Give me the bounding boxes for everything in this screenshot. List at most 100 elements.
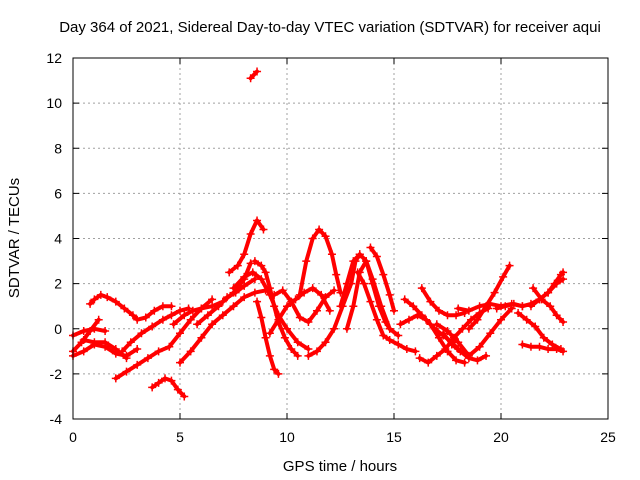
data-point	[482, 351, 491, 360]
data-point	[118, 347, 127, 356]
data-point	[559, 268, 568, 277]
data-point	[362, 257, 371, 266]
data-point	[434, 306, 443, 315]
data-point	[79, 327, 88, 336]
data-point	[186, 347, 195, 356]
data-point	[283, 324, 291, 333]
series-line	[248, 69, 259, 81]
data-point	[385, 336, 394, 345]
series-line	[272, 288, 337, 324]
data-point	[321, 338, 330, 347]
data-point	[302, 257, 311, 266]
data-point	[287, 297, 296, 306]
y-tick-label: 12	[46, 50, 62, 66]
data-point	[441, 345, 450, 354]
data-point	[257, 261, 266, 270]
series-arc-9	[169, 259, 255, 329]
data-point	[133, 345, 142, 354]
data-point	[325, 306, 334, 315]
data-point	[148, 383, 157, 392]
data-point	[270, 302, 279, 311]
y-tick-label: -4	[50, 411, 63, 427]
data-point	[550, 279, 559, 288]
data-point	[101, 327, 110, 336]
series-line	[88, 292, 174, 322]
y-tick-label: 4	[54, 231, 62, 247]
data-point	[464, 306, 473, 315]
data-point	[439, 329, 448, 338]
data-point	[342, 279, 351, 288]
data-point	[327, 250, 336, 259]
data-point	[308, 284, 317, 293]
data-point	[122, 367, 131, 376]
data-point	[197, 333, 206, 342]
data-point	[349, 302, 358, 311]
data-point	[167, 376, 176, 385]
data-point	[253, 67, 262, 76]
data-point	[188, 306, 197, 315]
data-point	[90, 324, 99, 333]
data-point	[274, 369, 283, 378]
data-point	[402, 345, 411, 354]
data-point	[265, 329, 274, 338]
data-point	[400, 295, 409, 304]
data-point	[176, 329, 184, 338]
data-point	[312, 306, 321, 315]
data-point	[349, 257, 358, 266]
data-point	[454, 338, 463, 347]
data-point	[366, 297, 375, 306]
data-point	[270, 290, 279, 299]
data-point	[522, 315, 531, 324]
data-point	[497, 315, 505, 324]
data-point	[287, 345, 296, 354]
y-axis-label: SDTVAR / TECUs	[6, 178, 23, 298]
data-point	[379, 270, 388, 279]
series-line	[344, 259, 401, 338]
data-point	[169, 320, 178, 329]
data-point	[214, 302, 223, 311]
series-arc-37	[529, 284, 568, 326]
data-point	[372, 252, 381, 261]
data-point	[180, 311, 189, 320]
data-point	[452, 311, 461, 320]
data-point	[197, 304, 206, 313]
data-point	[259, 225, 268, 234]
data-point	[537, 295, 546, 304]
data-point	[353, 268, 362, 277]
data-point	[79, 347, 88, 356]
data-point	[158, 315, 167, 324]
data-point	[128, 311, 137, 320]
data-point	[332, 270, 341, 279]
data-point	[415, 354, 424, 363]
data-point	[248, 268, 257, 277]
series-arc-27	[417, 284, 469, 320]
series-arc-26	[400, 295, 469, 367]
data-point	[94, 315, 103, 324]
data-point	[321, 232, 330, 241]
data-point	[176, 306, 184, 315]
data-point	[96, 290, 105, 299]
data-point	[464, 324, 473, 333]
data-point	[253, 297, 262, 306]
data-point	[385, 290, 394, 299]
data-point	[559, 275, 568, 284]
x-tick-label: 0	[69, 429, 77, 445]
data-point	[394, 340, 403, 349]
data-point	[295, 290, 304, 299]
y-tick-label: 2	[54, 276, 62, 292]
data-point	[432, 351, 441, 360]
data-point	[304, 351, 313, 360]
data-point	[225, 268, 234, 277]
series-arc-16	[253, 297, 283, 378]
data-point	[111, 374, 120, 383]
series-arc-4	[86, 290, 176, 324]
data-point	[518, 340, 527, 349]
data-point	[141, 313, 150, 322]
data-point	[531, 322, 540, 331]
data-point	[460, 358, 469, 367]
series-arc-19	[295, 225, 345, 299]
data-point	[120, 304, 129, 313]
data-point	[229, 284, 238, 293]
series-arc-12	[225, 216, 268, 277]
data-point	[257, 275, 266, 284]
